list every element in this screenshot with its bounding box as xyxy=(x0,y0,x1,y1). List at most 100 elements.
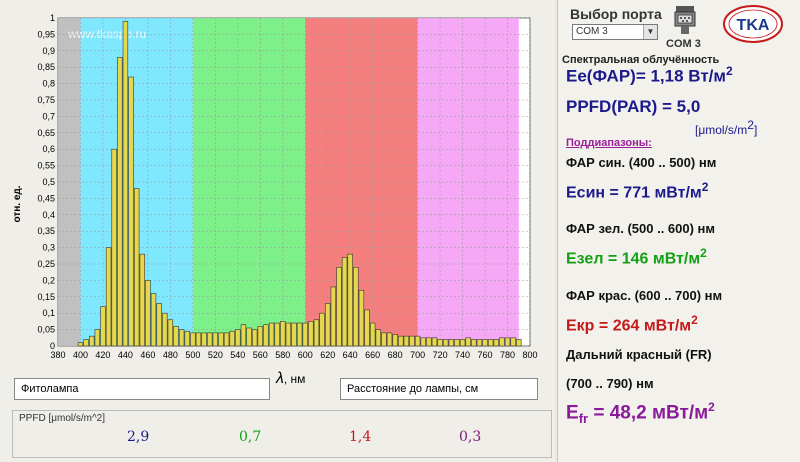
green-range-label: ФАР зел. (500 .. 600) нм xyxy=(566,221,716,236)
spectrum-bar xyxy=(89,335,95,347)
spectrum-bar xyxy=(375,329,381,347)
spectrum-bar xyxy=(268,322,275,347)
y-tick-label: 0,5 xyxy=(42,177,55,187)
spectrum-bar xyxy=(100,306,106,347)
x-tick-label: 440 xyxy=(118,350,133,360)
spectrum-bar xyxy=(437,339,443,347)
y-tick-label: 0,35 xyxy=(37,226,55,236)
x-tick-label: 740 xyxy=(455,350,470,360)
lamp-name-field[interactable]: Фитолампа xyxy=(14,378,270,400)
spectrum-bar xyxy=(195,332,202,347)
spectrum-bar xyxy=(386,332,393,347)
spectrum-bar xyxy=(403,335,410,347)
y-tick-label: 0,1 xyxy=(42,308,55,318)
x-tick-label: 500 xyxy=(185,350,200,360)
spectrum-bar xyxy=(392,334,398,347)
red-range-label: ФАР крас. (600 .. 700) нм xyxy=(566,288,723,303)
x-tick-label: 480 xyxy=(163,350,178,360)
spectrum-bar xyxy=(128,76,134,347)
x-tick-label: 620 xyxy=(320,350,335,360)
ppfd-blue-value: 2,9 xyxy=(127,429,150,445)
ppfd-panel-title: PPFD [μmol/s/m^2] xyxy=(19,413,106,424)
y-tick-label: 0,55 xyxy=(37,161,55,171)
chevron-down-icon[interactable]: ▼ xyxy=(643,25,657,39)
y-tick-label: 0,15 xyxy=(37,292,55,302)
spectrum-bar xyxy=(167,319,174,347)
spectrum-bar xyxy=(493,339,499,347)
spectrum-bar xyxy=(133,188,140,347)
spectrum-bar xyxy=(476,339,483,347)
spectrum-bar xyxy=(504,337,511,347)
spectrum-bar xyxy=(296,322,303,347)
spectrum-bar xyxy=(499,337,505,347)
lambda-symbol: λ xyxy=(276,370,284,387)
spectrum-bar xyxy=(347,253,353,347)
spectrum-bar xyxy=(156,303,162,347)
spectrum-bar xyxy=(471,339,477,347)
green-value: Езел = 146 мВт/м2 xyxy=(566,246,707,268)
distance-label: Расстояние до лампы, см xyxy=(347,383,479,395)
spectrum-bar xyxy=(223,332,230,347)
x-tick-label: 580 xyxy=(275,350,290,360)
spectrum-bar xyxy=(353,266,359,347)
tka-logo: TKA xyxy=(723,5,783,43)
y-tick-label: 0,8 xyxy=(42,79,55,89)
spectrum-bar xyxy=(235,329,241,347)
x-tick-label: 800 xyxy=(522,350,537,360)
spectrum-bar xyxy=(178,329,185,347)
y-tick-label: 0,9 xyxy=(42,46,55,56)
spectrum-bar xyxy=(459,339,466,347)
ee-value: Ee(ФАР)= 1,18 Вт/м2 xyxy=(566,64,733,86)
spectrum-bar xyxy=(207,332,213,347)
spectrum-bar xyxy=(190,332,196,347)
y-tick-label: 0,75 xyxy=(37,95,55,105)
spectrum-bar xyxy=(369,322,376,347)
spectrum-bar xyxy=(274,322,280,347)
spectrum-bar xyxy=(420,337,426,347)
ppfd-red-value: 1,4 xyxy=(349,429,372,445)
spectrum-bar xyxy=(431,337,438,347)
spectrum-bar xyxy=(263,324,269,347)
spectral-title: Спектральная облучённость xyxy=(562,54,720,66)
distance-field[interactable]: Расстояние до лампы, см xyxy=(340,378,538,400)
y-tick-label: 0,6 xyxy=(42,144,55,154)
spectrum-bar xyxy=(162,312,168,347)
x-tick-label: 760 xyxy=(478,350,493,360)
spectrum-bar xyxy=(409,335,415,347)
spectrum-bar xyxy=(246,327,252,347)
ppfd-fr-value: 0,3 xyxy=(459,429,482,445)
x-tick-label: 720 xyxy=(433,350,448,360)
spectrum-bar xyxy=(122,20,129,347)
spectrum-bar xyxy=(212,332,219,347)
x-tick-label: 420 xyxy=(95,350,110,360)
logo-text: TKA xyxy=(737,17,770,34)
spectrum-bar xyxy=(145,280,151,347)
spectrum-panel: www.tkaspb.ru 0 0,05 0,1 0,15 0,2 0,25 0,3 0,35 0… xyxy=(12,14,552,458)
red-value: Екр = 264 мВт/м2 xyxy=(566,313,698,335)
ppfd-value: PPFD(PAR) = 5,0 xyxy=(566,97,701,116)
port-select[interactable]: COM 3 ▼ xyxy=(572,24,658,40)
spectrum-bar xyxy=(341,257,348,347)
spectrum-bar xyxy=(184,330,190,347)
x-tick-label: 680 xyxy=(388,350,403,360)
spectral-band xyxy=(58,18,81,346)
ppfd-green-value: 0,7 xyxy=(239,429,262,445)
com-port-icon[interactable] xyxy=(673,4,697,36)
spectrum-bar xyxy=(77,342,84,347)
y-tick-label: 0 xyxy=(50,341,55,351)
port-select-value: COM 3 xyxy=(576,26,608,37)
spectrum-bar xyxy=(139,253,145,347)
x-tick-label: 460 xyxy=(140,350,155,360)
x-tick-label: 700 xyxy=(410,350,425,360)
fr-range-label-1: Дальний красный (FR) xyxy=(566,347,712,362)
spectrum-bar xyxy=(229,330,235,347)
spectrum-bar xyxy=(364,309,370,347)
spectrum-bar xyxy=(319,312,325,347)
x-tick-label: 640 xyxy=(343,350,358,360)
spectrum-bar xyxy=(105,247,112,347)
spectrum-bar xyxy=(117,57,123,347)
spectrum-bar xyxy=(510,337,516,347)
spectrum-bar xyxy=(111,148,117,347)
fr-range-label-2: (700 .. 790) нм xyxy=(566,376,654,391)
x-tick-label: 660 xyxy=(365,350,380,360)
